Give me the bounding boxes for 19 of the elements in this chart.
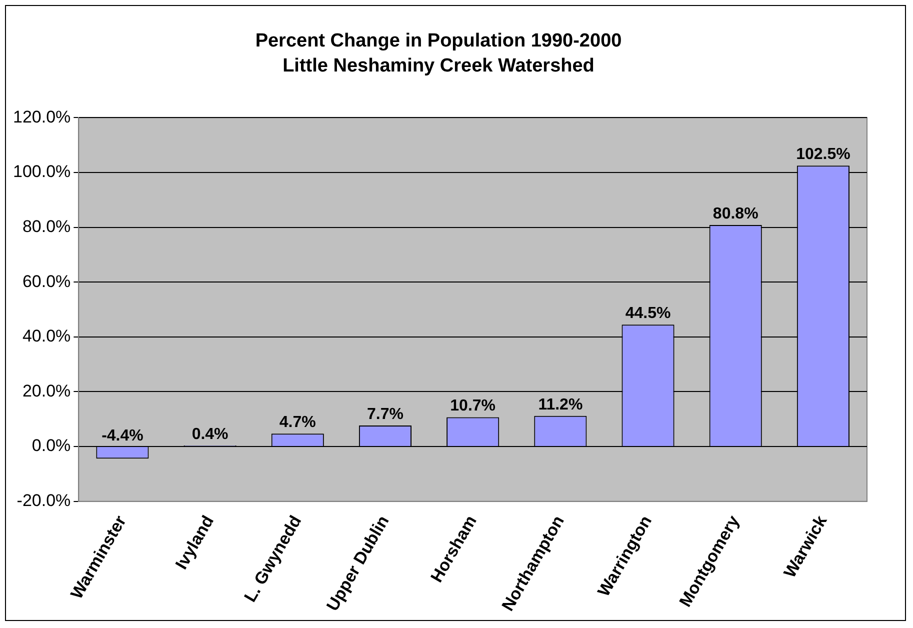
y-tick-label: 20.0% bbox=[22, 381, 71, 400]
y-tick-label: 120.0% bbox=[12, 107, 71, 126]
data-label: 7.7% bbox=[367, 406, 404, 423]
data-label: 4.7% bbox=[279, 414, 316, 432]
y-tick-label: 80.0% bbox=[22, 216, 71, 236]
chart-title: Percent Change in Population 1990-2000 bbox=[255, 30, 622, 52]
data-label: 80.8% bbox=[712, 205, 758, 222]
data-label: 0.4% bbox=[192, 426, 228, 443]
y-tick-label: 60.0% bbox=[22, 272, 71, 291]
data-label: 11.2% bbox=[538, 396, 583, 414]
y-tick-label: 0.0% bbox=[32, 436, 71, 456]
y-tick-label: -20.0% bbox=[16, 491, 71, 510]
data-label: 10.7% bbox=[450, 398, 496, 415]
y-tick-label: 100.0% bbox=[12, 162, 71, 182]
data-label: 44.5% bbox=[625, 304, 671, 322]
data-label: -4.4% bbox=[102, 427, 144, 444]
data-label: 102.5% bbox=[796, 146, 850, 163]
y-tick-label: 40.0% bbox=[22, 326, 71, 346]
chart-subtitle: Little Neshaminy Creek Watershed bbox=[282, 55, 594, 76]
